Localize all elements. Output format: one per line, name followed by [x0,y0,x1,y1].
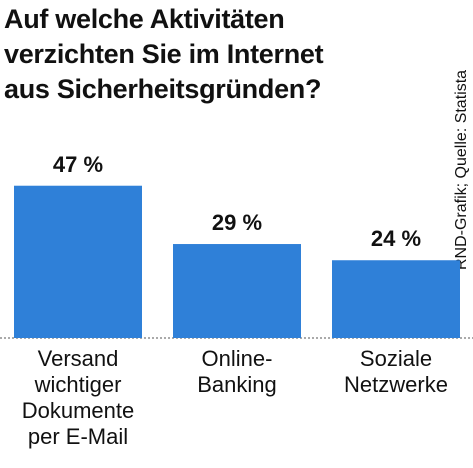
bar [332,260,460,338]
bar [173,244,301,338]
value-label: 29 % [211,210,263,236]
chart-title: Auf welche Aktivitäten verzichten Sie im… [4,4,324,104]
value-label: 47 % [52,151,104,177]
value-label: 24 % [370,226,422,252]
x-tick-label: Versand wichtiger Dokumente per E-Mail [21,346,135,449]
bar [14,185,142,338]
x-tick-label: Soziale Netzwerke [344,346,448,397]
x-tick-label: Online- Banking [197,346,277,397]
